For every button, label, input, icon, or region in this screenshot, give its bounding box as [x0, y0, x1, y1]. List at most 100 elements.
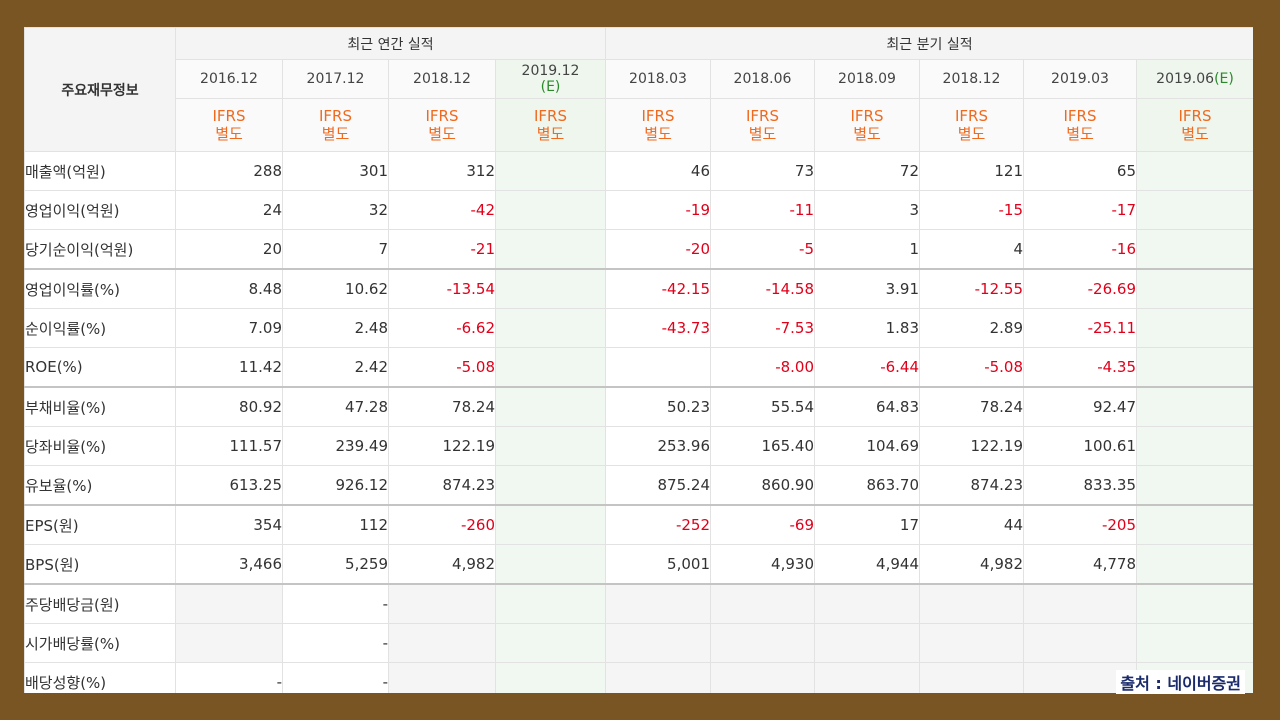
table-cell [710, 662, 815, 693]
table-row: 유보율(%) 613.25 926.12 874.23 875.24 860.90 863.… [24, 465, 1253, 506]
table-cell: 354 [175, 504, 283, 545]
table-cell: 112 [282, 504, 389, 545]
table-cell: 80.92 [175, 386, 283, 427]
table-cell [495, 544, 606, 585]
ifrs-label: IFRS [212, 107, 246, 125]
table-row: 당좌비율(%) 111.57 239.49 122.19 253.96 165.40 104… [24, 426, 1253, 466]
row-label: EPS(원) [24, 504, 176, 545]
table-cell: -43.73 [605, 308, 711, 348]
column-date: 2019.06(E) [1136, 59, 1253, 99]
period-date-row: 2016.12 2017.12 2018.12 2019.12 (E) 2018.03 20… [25, 59, 1253, 99]
table-cell: 875.24 [605, 465, 711, 506]
row-label: BPS(원) [24, 544, 176, 585]
table-cell: - [175, 662, 283, 693]
table-cell: 301 [282, 151, 389, 191]
ifrs-label: IFRS [1178, 107, 1212, 125]
table-cell: - [282, 583, 389, 624]
table-cell: 312 [388, 151, 496, 191]
table-cell [814, 623, 920, 663]
table-cell [1136, 623, 1253, 663]
table-cell: 1.83 [814, 308, 920, 348]
table-cell [710, 583, 815, 624]
ifrs-label: IFRS [746, 107, 779, 125]
table-cell: 288 [175, 151, 283, 191]
table-row: BPS(원) 3,466 5,259 4,982 5,001 4,930 4,944 4,98… [24, 544, 1253, 585]
row-label: 부채비율(%) [24, 386, 176, 427]
table-cell [495, 229, 606, 270]
table-cell [1136, 308, 1253, 348]
table-cell: -69 [710, 504, 815, 545]
estimate-marker: (E) [540, 79, 561, 95]
table-cell: 8.48 [175, 268, 283, 309]
table-cell: -20 [605, 229, 711, 270]
row-label: 당기순이익(억원) [24, 229, 176, 270]
row-label: 주당배당금(원) [24, 583, 176, 624]
table-cell: 2.89 [919, 308, 1024, 348]
row-label: 배당성향(%) [24, 662, 176, 693]
table-cell: -6.44 [814, 347, 920, 388]
accounting-standard-label: IFRS 별도 [1023, 98, 1137, 152]
column-date-label: 2019.12 [521, 63, 580, 79]
accounting-standard-label: IFRS 별도 [814, 98, 920, 152]
column-date: 2018.03 [605, 59, 711, 99]
table-cell: -21 [388, 229, 496, 270]
accounting-standard-label: IFRS 별도 [605, 98, 711, 152]
table-cell [1136, 347, 1253, 388]
accounting-standard-row: IFRS 별도 IFRS 별도 IFRS 별도 IFRS 별도 IFRS 별도 IFRS 별도 IFRS… [25, 98, 1253, 152]
table-cell: - [282, 623, 389, 663]
row-label: 영업이익(억원) [24, 190, 176, 230]
table-cell [814, 662, 920, 693]
table-cell [605, 623, 711, 663]
column-date: 2018.12 [919, 59, 1024, 99]
column-date: 2018.06 [710, 59, 815, 99]
table-cell: -26.69 [1023, 268, 1137, 309]
table-cell [1023, 623, 1137, 663]
table-cell: 122.19 [388, 426, 496, 466]
table-cell: -16 [1023, 229, 1137, 270]
table-cell: 1 [814, 229, 920, 270]
table-cell: - [282, 662, 389, 693]
column-date-label: 2018.06 [733, 71, 792, 87]
table-cell: 2.48 [282, 308, 389, 348]
table-cell: -12.55 [919, 268, 1024, 309]
table-cell [175, 583, 283, 624]
column-date-label: 2018.12 [413, 71, 471, 87]
row-label: 영업이익률(%) [24, 268, 176, 309]
table-cell: 5,001 [605, 544, 711, 585]
table-row: EPS(원) 354 112 -260 -252 -69 17 44 -205 [24, 504, 1253, 545]
table-cell: 4,944 [814, 544, 920, 585]
source-caption: 출처 : 네이버증권 [1116, 670, 1245, 694]
table-cell [710, 623, 815, 663]
table-cell [605, 662, 711, 693]
table-cell: 72 [814, 151, 920, 191]
table-cell: 47.28 [282, 386, 389, 427]
separate-statement-label: 별도 [1181, 125, 1209, 143]
table-row: 배당성향(%) - - [24, 662, 1253, 693]
table-cell [1136, 504, 1253, 545]
table-cell: -17 [1023, 190, 1137, 230]
table-cell: 7.09 [175, 308, 283, 348]
table-row: 매출액(억원) 288 301 312 46 73 72 121 65 [24, 151, 1253, 191]
row-label: 유보율(%) [24, 465, 176, 506]
table-cell: 100.61 [1023, 426, 1137, 466]
table-cell: 4,778 [1023, 544, 1137, 585]
table-cell [495, 308, 606, 348]
ifrs-label: IFRS [850, 107, 884, 125]
table-cell: 7 [282, 229, 389, 270]
table-cell: 78.24 [388, 386, 496, 427]
financial-table: 주요재무정보 최근 연간 실적 최근 분기 실적 2016.12 2017.12 2… [24, 27, 1253, 693]
column-date: 2018.12 [388, 59, 496, 99]
table-cell: -4.35 [1023, 347, 1137, 388]
accounting-standard-label: IFRS 별도 [388, 98, 496, 152]
column-date: 2018.09 [814, 59, 920, 99]
accounting-standard-label: IFRS 별도 [175, 98, 283, 152]
table-cell: -6.62 [388, 308, 496, 348]
row-label: ROE(%) [24, 347, 176, 388]
estimate-marker: (E) [1214, 71, 1234, 87]
table-cell: 121 [919, 151, 1024, 191]
table-cell: 10.62 [282, 268, 389, 309]
table-cell: 863.70 [814, 465, 920, 506]
table-cell [495, 426, 606, 466]
table-cell: 111.57 [175, 426, 283, 466]
table-cell: -5.08 [919, 347, 1024, 388]
